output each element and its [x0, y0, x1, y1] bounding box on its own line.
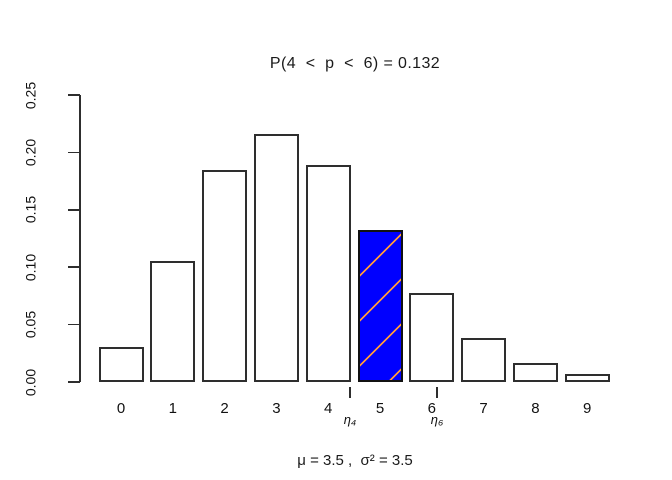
y-tick-0.15	[68, 209, 80, 211]
bar-8	[512, 362, 558, 382]
x-axis-label-3: 3	[272, 400, 281, 417]
y-tick-label: 0.05	[22, 310, 39, 339]
bar-0	[98, 347, 144, 382]
y-tick-0.10	[68, 266, 80, 268]
y-tick-0.20	[68, 151, 80, 154]
highlighted-bar-5	[357, 230, 403, 382]
bar-6	[409, 293, 455, 382]
bar-4	[305, 165, 351, 382]
y-tick-label: 0.00	[22, 368, 39, 396]
x-axis-label-1: 1	[168, 400, 177, 417]
eta-marker-tick-0	[349, 387, 351, 398]
x-axis-label-9: 9	[583, 400, 592, 417]
bar-2	[202, 169, 248, 382]
y-tick-0.05	[68, 323, 80, 326]
eta-marker-label-1: η₆	[430, 412, 444, 427]
eta-marker-tick-1	[436, 387, 438, 398]
y-tick-label: 0.15	[22, 196, 39, 224]
x-axis-label-0: 0	[116, 400, 126, 417]
x-axis-label-6: 6	[427, 400, 436, 417]
bar-7	[461, 337, 507, 382]
y-axis	[79, 95, 81, 382]
x-axis-label-2: 2	[220, 400, 229, 417]
bar-9	[564, 374, 610, 382]
y-tick-label: 0.10	[22, 253, 39, 281]
chart-subtitle: μ = 3.5 , σ² = 3.5	[297, 452, 413, 469]
y-tick-0.00	[68, 381, 80, 383]
x-axis-label-8: 8	[531, 400, 540, 417]
bar-3	[253, 134, 299, 382]
bar-1	[150, 260, 196, 382]
chart-title: P(4 < p < 6) = 0.132	[269, 55, 441, 72]
y-tick-0.25	[68, 94, 80, 96]
x-axis-label-5: 5	[375, 400, 385, 417]
y-tick-label: 0.25	[22, 81, 39, 109]
y-tick-label: 0.20	[22, 138, 39, 167]
x-axis-label-7: 7	[479, 400, 488, 417]
eta-marker-label-0: η₄	[343, 412, 357, 427]
x-axis-label-4: 4	[324, 400, 333, 417]
